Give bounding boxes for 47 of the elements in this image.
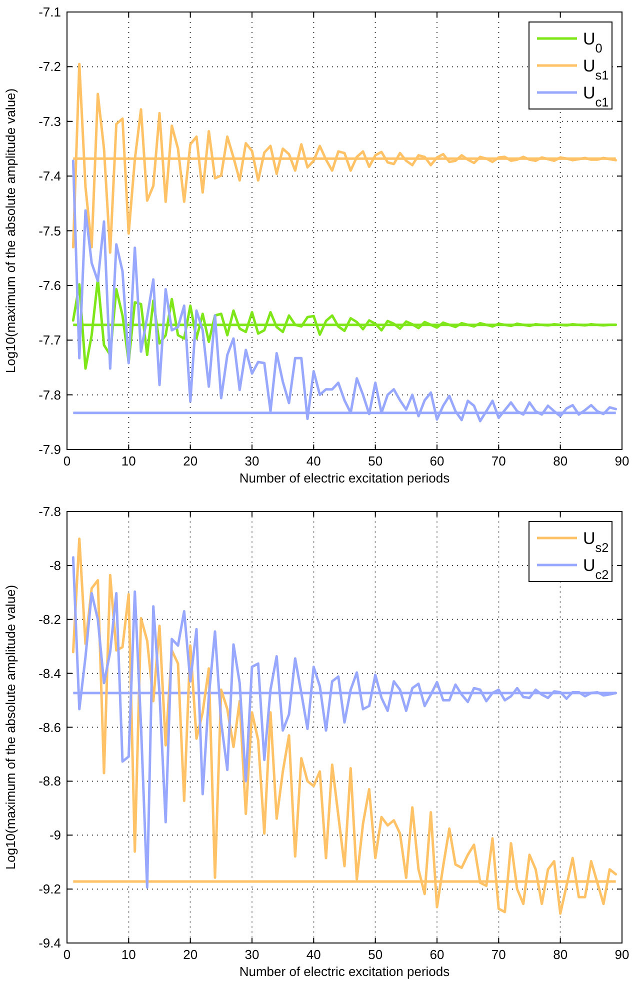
x-tick-label: 70 — [491, 947, 506, 962]
legend-label: U$_{0}$ — [583, 30, 602, 55]
y-tick-label: -8.6 — [38, 720, 61, 735]
x-tick-label: 80 — [553, 947, 568, 962]
x-axis-title: Number of electric excitation periods — [239, 964, 450, 979]
y-tick-label: -7.5 — [38, 223, 61, 238]
y-tick-label: -7.4 — [38, 168, 61, 184]
legend-label: U$_{c1}$ — [583, 84, 609, 109]
legend-label: U$_{c2}$ — [583, 556, 609, 582]
y-tick-label: -9.4 — [38, 936, 61, 950]
x-tick-label: 90 — [614, 947, 630, 962]
x-tick-label: 90 — [614, 454, 630, 468]
x-tick-label: 20 — [183, 454, 198, 468]
y-tick-label: -9 — [49, 828, 61, 843]
x-tick-label: 70 — [491, 454, 506, 468]
y-axis-title: Log10(maximum of the absolute amplitude value) — [3, 584, 18, 870]
x-tick-label: 40 — [306, 454, 321, 468]
x-tick-label: 10 — [121, 947, 136, 962]
y-tick-label: -7.8 — [38, 504, 61, 519]
x-tick-label: 0 — [63, 454, 71, 468]
y-tick-label: -7.7 — [38, 332, 61, 348]
x-tick-label: 60 — [430, 454, 444, 468]
x-tick-label: 50 — [368, 454, 383, 468]
x-tick-label: 50 — [368, 947, 383, 962]
y-tick-label: -8.8 — [38, 774, 61, 789]
y-axis-title: Log10(maximum of the absolute amplitude value) — [3, 88, 18, 374]
y-tick-label: -7.9 — [38, 442, 61, 457]
y-tick-label: -8 — [49, 558, 61, 573]
x-axis-title: Number of electric excitation periods — [239, 470, 450, 486]
x-tick-label: 20 — [183, 947, 198, 962]
x-tick-label: 30 — [244, 947, 260, 962]
x-tick-label: 80 — [553, 454, 568, 468]
y-tick-label: -7.6 — [38, 278, 61, 293]
x-tick-label: 60 — [430, 947, 444, 962]
x-tick-label: 40 — [306, 947, 321, 962]
legend-label: U$_{s2}$ — [583, 529, 609, 554]
y-tick-label: -8.2 — [38, 612, 61, 627]
y-tick-label: -7.1 — [38, 4, 61, 20]
x-tick-label: 30 — [244, 454, 260, 468]
x-tick-label: 10 — [121, 454, 136, 468]
y-tick-label: -9.2 — [38, 882, 61, 897]
y-tick-label: -7.2 — [38, 59, 61, 74]
y-tick-label: -7.3 — [38, 114, 61, 129]
y-tick-label: -7.8 — [38, 387, 61, 402]
y-tick-label: -8.4 — [38, 666, 61, 681]
legend-label: U$_{s1}$ — [583, 56, 609, 82]
x-tick-label: 0 — [63, 947, 71, 962]
